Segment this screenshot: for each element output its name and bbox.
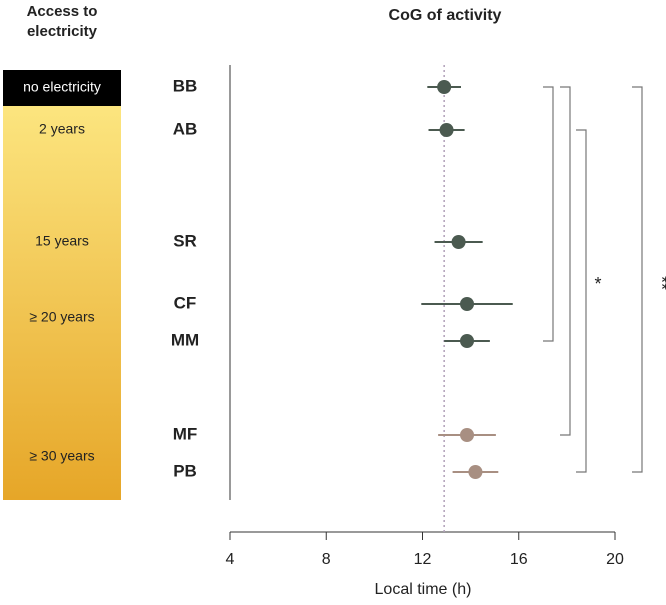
panel-title: Access to electricity bbox=[26, 3, 98, 40]
y-tick-label: MM bbox=[171, 330, 199, 349]
bracket bbox=[576, 129, 587, 473]
no-electricity-band bbox=[3, 70, 121, 106]
electricity-gradient bbox=[3, 106, 121, 500]
chart-title: CoG of activity bbox=[389, 7, 502, 24]
dot bbox=[437, 80, 452, 94]
panel-label: 2 years bbox=[39, 121, 85, 137]
y-tick-label: MF bbox=[173, 424, 198, 443]
panel-label: ≥ 30 years bbox=[29, 448, 94, 464]
significance-label: ** bbox=[651, 276, 666, 290]
dot bbox=[460, 428, 475, 442]
panel-label: 15 years bbox=[35, 233, 89, 249]
dot bbox=[451, 235, 466, 249]
bracket bbox=[543, 86, 554, 342]
x-tick-label: 8 bbox=[322, 551, 331, 568]
y-tick-label: SR bbox=[173, 231, 197, 250]
x-tick-label: 12 bbox=[414, 551, 432, 568]
dot bbox=[460, 334, 475, 348]
y-tick-label: PB bbox=[173, 461, 197, 480]
y-tick-label: BB bbox=[173, 76, 198, 95]
significance-label: * bbox=[594, 274, 601, 294]
dot bbox=[439, 123, 454, 137]
y-tick-label: CF bbox=[174, 293, 197, 312]
dot bbox=[460, 297, 475, 311]
bracket bbox=[560, 86, 571, 436]
panel-label: ≥ 20 years bbox=[29, 309, 94, 325]
x-tick-label: 4 bbox=[226, 551, 235, 568]
y-tick-label: AB bbox=[173, 119, 198, 138]
dot bbox=[468, 465, 483, 479]
x-tick-label: 20 bbox=[606, 551, 624, 568]
panel-label: no electricity bbox=[23, 79, 101, 95]
bracket bbox=[632, 86, 643, 473]
x-tick-label: 16 bbox=[510, 551, 528, 568]
x-axis-label: Local time (h) bbox=[375, 581, 472, 598]
